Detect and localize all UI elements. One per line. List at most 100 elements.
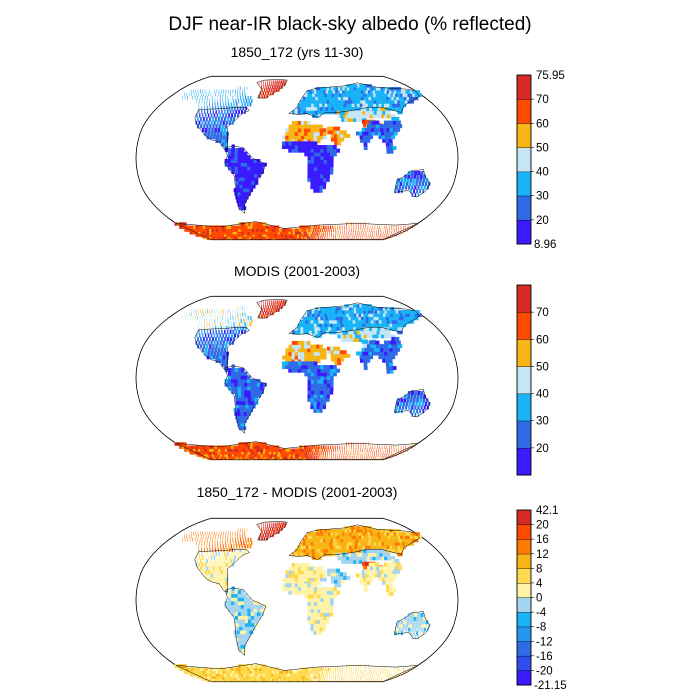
grid-cell xyxy=(253,389,258,394)
grid-cell xyxy=(206,541,208,545)
grid-cell xyxy=(317,166,321,171)
grid-cell xyxy=(209,106,211,110)
grid-cell xyxy=(304,131,308,136)
grid-cell xyxy=(250,166,255,171)
grid-cell xyxy=(315,307,319,311)
region-south-america xyxy=(224,144,267,211)
grid-cell xyxy=(242,641,247,646)
grid-cell xyxy=(394,124,400,129)
grid-cell xyxy=(326,390,331,395)
grid-cell xyxy=(378,234,379,237)
grid-cell xyxy=(348,445,350,449)
grid-cell xyxy=(307,538,312,543)
grid-cell xyxy=(319,228,321,232)
grid-cell xyxy=(325,458,327,461)
grid-cell xyxy=(281,448,285,452)
grid-cell xyxy=(330,90,335,94)
grid-cell xyxy=(307,581,311,586)
grid-cell xyxy=(333,346,337,351)
grid-cell xyxy=(280,300,282,304)
grid-cell xyxy=(327,225,329,229)
grid-cell xyxy=(222,355,226,360)
grid-cell xyxy=(294,344,299,349)
grid-cell xyxy=(215,106,217,110)
grid-cell xyxy=(381,238,383,241)
grid-cell xyxy=(326,99,331,104)
grid-cell xyxy=(384,135,389,140)
grid-cell xyxy=(320,587,324,592)
grid-cell xyxy=(209,329,212,334)
grid-cell xyxy=(346,545,351,550)
grid-cell xyxy=(346,451,347,455)
grid-cell xyxy=(313,676,315,679)
grid-cell xyxy=(363,584,368,589)
grid-cell xyxy=(342,231,343,235)
grid-cell xyxy=(348,231,350,235)
grid-cell xyxy=(319,405,323,410)
grid-cell xyxy=(295,238,298,241)
grid-cell xyxy=(385,680,387,683)
grid-cell xyxy=(334,225,336,229)
grid-cell xyxy=(204,537,206,542)
grid-cell xyxy=(271,238,276,241)
grid-cell xyxy=(386,366,391,371)
grid-cell xyxy=(342,310,347,314)
grid-cell xyxy=(384,236,386,239)
colorbar-tick-label: 70 xyxy=(536,307,549,319)
grid-cell xyxy=(316,177,321,182)
grid-cell xyxy=(244,177,249,182)
grid-cell xyxy=(212,355,216,360)
grid-cell xyxy=(310,148,315,153)
grid-cell xyxy=(229,551,232,556)
grid-cell xyxy=(328,529,334,533)
grid-cell xyxy=(224,368,229,373)
grid-cell xyxy=(373,330,379,335)
grid-cell xyxy=(285,448,289,452)
grid-cell xyxy=(310,594,315,599)
grid-cell xyxy=(384,577,389,582)
grid-cell xyxy=(349,234,351,237)
grid-cell xyxy=(291,351,296,356)
grid-cell xyxy=(316,570,321,575)
grid-cell xyxy=(288,128,292,133)
grid-cell xyxy=(240,166,245,171)
grid-cell xyxy=(309,676,311,679)
grid-cell xyxy=(241,329,244,334)
grid-cell xyxy=(204,319,205,323)
grid-cell xyxy=(330,532,335,536)
grid-cell xyxy=(193,531,194,535)
grid-cell xyxy=(217,537,218,542)
grid-cell xyxy=(278,680,282,683)
grid-cell xyxy=(356,458,358,461)
grid-cell xyxy=(201,99,203,103)
grid-cell xyxy=(211,570,214,575)
grid-cell xyxy=(271,445,275,449)
grid-cell xyxy=(354,238,356,241)
grid-cell xyxy=(342,458,343,461)
grid-cell xyxy=(322,316,327,321)
grid-cell xyxy=(193,312,195,317)
grid-cell xyxy=(274,454,279,457)
grid-cell xyxy=(325,96,330,101)
grid-cell xyxy=(376,110,382,115)
grid-cell xyxy=(272,448,276,452)
grid-cell xyxy=(427,623,431,628)
grid-cell xyxy=(272,456,276,459)
grid-cell xyxy=(384,351,389,356)
grid-cell xyxy=(359,351,364,356)
grid-cell xyxy=(275,82,277,86)
grid-cell xyxy=(293,680,296,683)
grid-cell xyxy=(312,93,316,97)
grid-cell xyxy=(369,680,370,683)
grid-cell xyxy=(299,451,302,455)
grid-cell xyxy=(204,541,205,545)
grid-cell xyxy=(423,394,426,399)
grid-cell xyxy=(317,538,322,543)
grid-cell xyxy=(249,102,252,107)
grid-cell xyxy=(317,330,322,335)
grid-cell xyxy=(342,90,347,94)
grid-cell xyxy=(247,619,252,624)
grid-cell xyxy=(260,442,265,446)
grid-cell xyxy=(382,566,387,571)
